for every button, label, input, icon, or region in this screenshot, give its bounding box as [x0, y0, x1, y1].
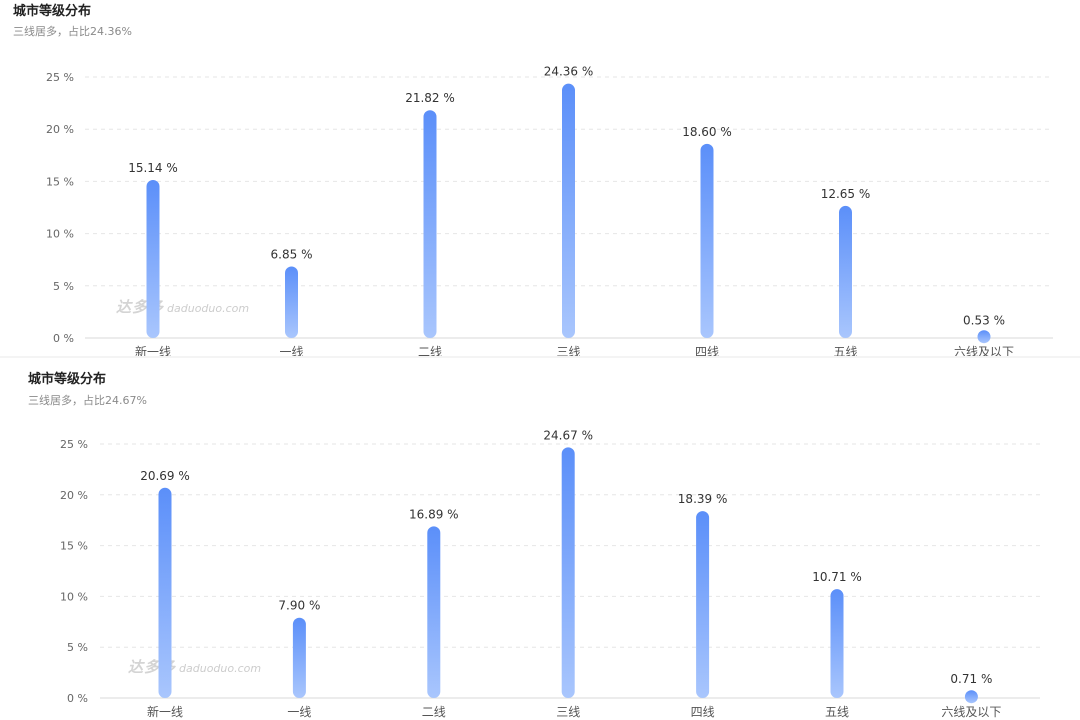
x-tick-label: 新一线 — [147, 704, 183, 719]
x-tick-label: 二线 — [422, 705, 446, 719]
bar[interactable] — [292, 617, 306, 698]
chart-subtitle: 三线居多，占比24.36% — [13, 25, 132, 38]
x-tick-label: 三线 — [556, 345, 580, 358]
data-label: 21.82 % — [405, 91, 455, 105]
y-tick-label: 20 % — [46, 123, 74, 136]
data-label: 6.85 % — [271, 247, 313, 261]
x-tick-label: 五线 — [825, 705, 849, 719]
x-tick-label: 一线 — [279, 345, 303, 358]
data-label: 0.53 % — [963, 313, 1005, 327]
x-tick-label: 四线 — [695, 345, 719, 358]
x-tick-label: 六线及以下 — [941, 705, 1001, 719]
bar[interactable] — [830, 589, 844, 698]
data-label: 24.36 % — [544, 65, 594, 79]
panel-divider — [0, 356, 1080, 358]
bar[interactable] — [839, 205, 852, 338]
bar[interactable] — [285, 266, 298, 338]
data-label: 15.14 % — [128, 161, 178, 175]
x-tick-label: 新一线 — [135, 344, 171, 358]
y-tick-label: 5 % — [67, 641, 88, 654]
y-tick-label: 25 % — [46, 71, 74, 84]
bar[interactable] — [146, 179, 160, 338]
watermark-url: daduoduo.com — [167, 302, 250, 315]
x-tick-label: 六线及以下 — [954, 345, 1014, 358]
y-tick-label: 20 % — [60, 489, 88, 502]
bar[interactable] — [423, 110, 437, 338]
watermark-url: daduoduo.com — [179, 662, 262, 675]
chart-subtitle: 三线居多，占比24.67% — [28, 394, 147, 407]
bar[interactable] — [158, 487, 172, 698]
y-tick-label: 25 % — [60, 438, 88, 451]
bar[interactable] — [700, 143, 714, 338]
x-tick-label: 五线 — [833, 345, 857, 358]
x-tick-label: 四线 — [691, 705, 715, 719]
chart-title: 城市等级分布 — [13, 4, 92, 19]
data-label: 20.69 % — [140, 469, 190, 483]
x-tick-label: 一线 — [287, 705, 311, 719]
bar[interactable] — [562, 83, 575, 338]
x-tick-label: 二线 — [418, 345, 442, 358]
bar[interactable] — [964, 690, 978, 704]
data-label: 24.67 % — [543, 428, 593, 442]
chart-title: 城市等级分布 — [28, 372, 107, 387]
bar[interactable] — [696, 511, 710, 698]
y-tick-label: 0 % — [67, 692, 88, 705]
bar-chart-2: 0 % 5 % 10 % 15 % 20 % 25 % 20.69 % 新一线 7.90 % 一线… — [60, 428, 1040, 719]
y-tick-label: 10 % — [60, 590, 88, 603]
y-tick-label: 10 % — [46, 228, 74, 241]
bar-chart-1: 0 % 5 % 10 % 15 % 20 % 25 % 15.14 % 新一线 6.85 % 一线… — [46, 65, 1053, 358]
y-tick-label: 15 % — [60, 540, 88, 553]
data-label: 0.71 % — [950, 672, 992, 686]
data-label: 10.71 % — [812, 570, 862, 584]
data-label: 12.65 % — [821, 187, 871, 201]
y-tick-label: 15 % — [46, 175, 74, 188]
chart-panel-1: 城市等级分布 三线居多，占比24.36% 达多多 daduoduo.com 0 %… — [0, 0, 1080, 358]
bar[interactable] — [561, 447, 575, 698]
x-tick-label: 三线 — [556, 705, 580, 719]
data-label: 16.89 % — [409, 507, 459, 521]
data-label: 18.60 % — [682, 125, 732, 139]
bar[interactable] — [427, 526, 441, 698]
chart-panel-2: 城市等级分布 三线居多，占比24.67% 达多多 daduoduo.com 0 %… — [0, 358, 1080, 720]
y-tick-label: 5 % — [53, 280, 74, 293]
data-label: 7.90 % — [278, 599, 320, 613]
bar[interactable] — [977, 330, 991, 344]
data-label: 18.39 % — [678, 492, 728, 506]
y-tick-label: 0 % — [53, 332, 74, 345]
